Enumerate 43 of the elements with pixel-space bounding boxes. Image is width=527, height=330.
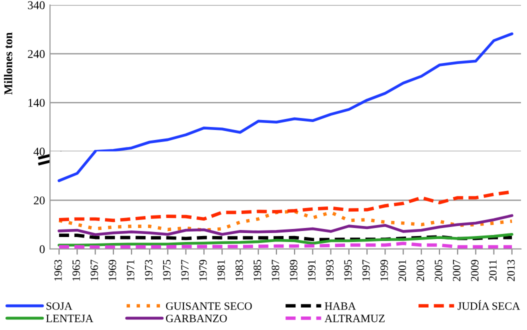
y-axis-title: Millones ton [4, 32, 12, 95]
x-tick-label: 1965 [72, 260, 80, 281]
x-tick-label: 1991 [308, 260, 316, 281]
y-tick-label: 140 [28, 98, 45, 107]
x-tick-label: 1975 [163, 260, 171, 281]
x-tick-label: 1973 [144, 260, 152, 281]
legend-label: ALTRAMUZ [324, 314, 385, 322]
x-tick-label: 2001 [398, 260, 406, 282]
x-tick-label: 1979 [199, 260, 207, 281]
x-tick-label: 2003 [416, 260, 424, 282]
x-tick-label: 1997 [362, 260, 370, 281]
y-tick-label: 340 [28, 1, 45, 10]
x-tick-label: 2011 [489, 260, 497, 281]
x-tick-label: 1981 [217, 260, 225, 281]
legend-label: SOJA [46, 302, 72, 310]
x-tick-label: 1993 [326, 260, 334, 281]
line-series [57, 210, 514, 232]
line-series [58, 214, 514, 236]
legend-label: JUDÍA SECA [458, 300, 520, 310]
x-tick-label: 1971 [126, 260, 134, 281]
x-tick-label: 1987 [272, 260, 280, 281]
legend-label: GARBANZO [166, 314, 227, 322]
x-tick-label: 1967 [90, 260, 98, 281]
x-tick-label: 1995 [344, 260, 352, 281]
x-tick-label: 1989 [290, 260, 298, 281]
y-tick-label: 20 [34, 196, 45, 204]
x-tick-label: 1969 [108, 260, 116, 281]
x-tick-label: 1985 [254, 260, 262, 281]
x-tick-label: 2005 [434, 260, 442, 282]
y-tick-label: 240 [28, 50, 45, 58]
legend-label: HABA [324, 302, 356, 310]
legend-label: LENTEJA [46, 314, 94, 322]
x-tick-label: 1999 [380, 260, 388, 281]
y-tick-label: 40 [34, 148, 45, 156]
x-tick-label: 1977 [181, 260, 189, 281]
legend-label: GUISANTE SECO [166, 302, 252, 310]
x-tick-label: 2013 [507, 260, 515, 282]
y-tick-label: 0 [40, 245, 45, 254]
x-tick-label: 2007 [452, 260, 460, 282]
x-tick-label: 1983 [235, 260, 243, 281]
x-tick-label: 2009 [470, 260, 478, 282]
line-series [58, 232, 514, 246]
x-tick-label: 1963 [54, 260, 62, 281]
